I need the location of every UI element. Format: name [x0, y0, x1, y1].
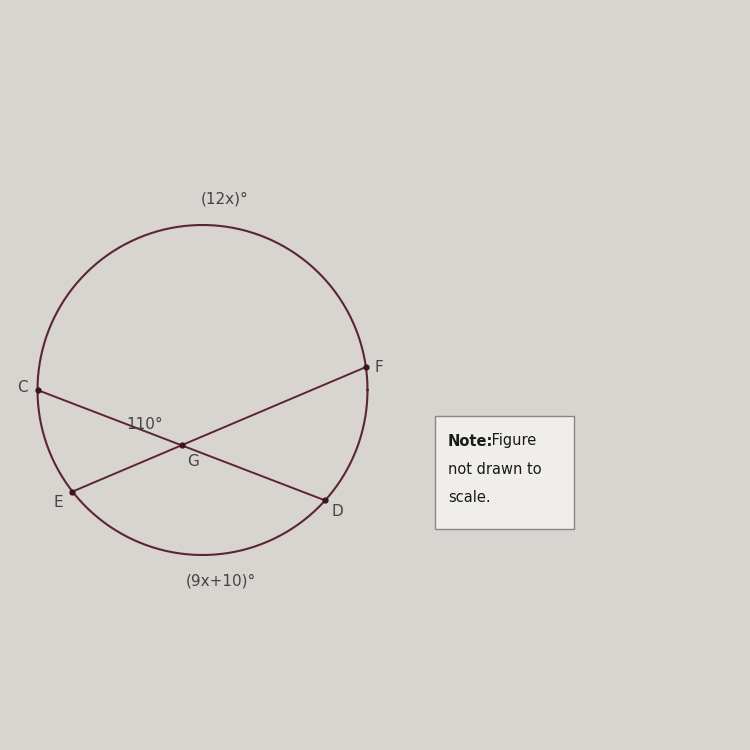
Text: C: C: [17, 380, 28, 395]
Text: D: D: [331, 504, 343, 519]
Text: F: F: [375, 359, 384, 374]
Text: (9x+10)°: (9x+10)°: [186, 574, 256, 589]
Text: Figure: Figure: [487, 433, 536, 448]
Text: not drawn to: not drawn to: [448, 462, 542, 477]
Text: scale.: scale.: [448, 490, 491, 506]
Text: (12x)°: (12x)°: [201, 191, 249, 206]
Text: G: G: [188, 454, 200, 470]
Text: 110°: 110°: [126, 417, 163, 432]
Text: Note:: Note:: [448, 433, 494, 448]
FancyBboxPatch shape: [435, 416, 574, 529]
Text: E: E: [54, 495, 64, 510]
